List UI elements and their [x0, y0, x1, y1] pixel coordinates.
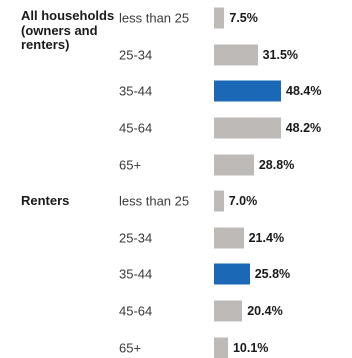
category-label-less-than-25: less than 25	[119, 193, 190, 209]
value-label: 28.8%	[258, 157, 295, 172]
category-label-25-34: 25-34	[119, 230, 153, 246]
category-label-25-34: 25-34	[119, 47, 153, 63]
value-label: 48.4%	[286, 84, 322, 99]
category-label-35-44: 35-44	[119, 266, 153, 282]
value-label: 7.5%	[229, 11, 258, 25]
bar-renters-less-than-25	[214, 190, 224, 212]
value-label: 10.1%	[232, 340, 269, 355]
category-label-35-44: 35-44	[119, 83, 153, 99]
bar-renters-35-44	[214, 263, 250, 285]
value-label: 21.4%	[248, 230, 285, 245]
bar-all-less-than-25	[214, 7, 225, 29]
value-label: 31.5%	[262, 47, 299, 62]
bar-all-65+	[214, 154, 254, 176]
value-label: 7.0%	[228, 194, 258, 208]
bar-all-45-64	[214, 117, 281, 139]
value-label: 25.8%	[254, 267, 291, 282]
category-label-65+: 65+	[119, 157, 142, 173]
bar-renters-45-64	[214, 300, 243, 322]
bar-renters-25-34	[214, 227, 244, 249]
category-label-65+: 65+	[119, 340, 142, 356]
category-label-less-than-25: less than 25	[119, 10, 190, 26]
group-label-renters: Renters	[21, 193, 70, 208]
group-label-all-households: All households (owners and renters)	[21, 8, 115, 52]
bar-renters-65+	[214, 337, 228, 358]
value-label: 48.2%	[285, 121, 322, 136]
bar-all-35-44	[214, 80, 281, 102]
value-label: 20.4%	[247, 304, 283, 319]
category-label-45-64: 45-64	[119, 303, 153, 319]
bar-all-25-34	[214, 44, 258, 66]
category-label-45-64: 45-64	[119, 120, 153, 136]
